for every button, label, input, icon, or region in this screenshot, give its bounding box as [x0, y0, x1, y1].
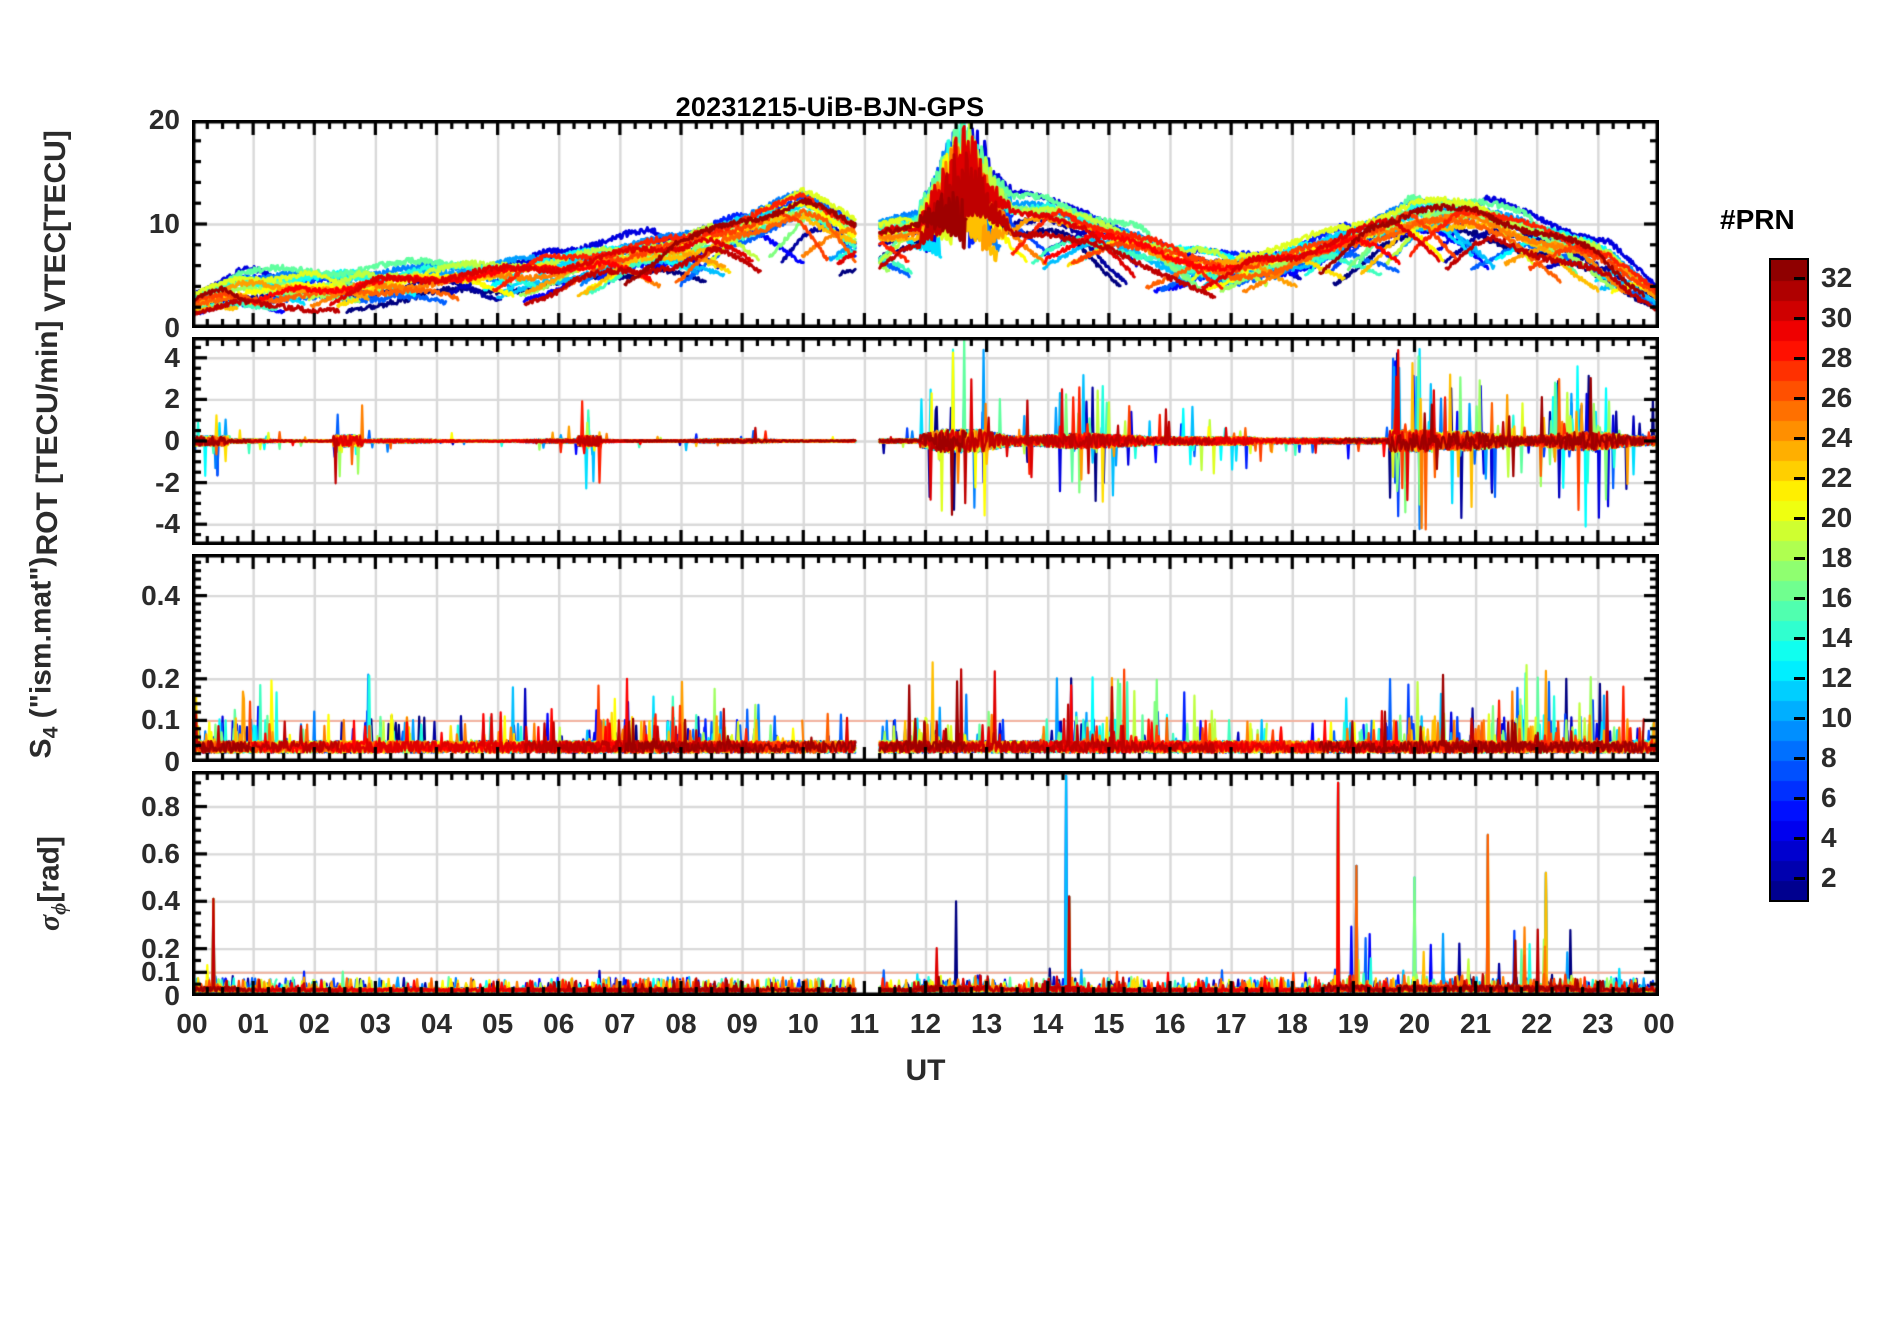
colorbar-tick-label-5: 22	[1821, 462, 1853, 493]
plot-panel-s4	[192, 554, 1659, 762]
plot-panel-rot	[192, 337, 1659, 545]
x-tick-23: 23	[1582, 1008, 1614, 1039]
x-tick-2: 02	[298, 1008, 330, 1039]
colorbar-tick-mark-14	[1794, 836, 1805, 840]
y-tick-rot-2: 0	[164, 425, 180, 456]
colorbar-tick-label-4: 24	[1821, 422, 1853, 453]
x-tick-8: 08	[665, 1008, 697, 1039]
colorbar-tick-mark-6	[1794, 516, 1805, 520]
x-tick-18: 18	[1276, 1008, 1308, 1039]
x-tick-13: 13	[971, 1008, 1003, 1039]
y-tick-sigma_phi-4: 0.6	[141, 837, 180, 869]
colorbar-title: #PRN	[1720, 204, 1795, 235]
y-tick-sigma_phi-5: 0.8	[141, 790, 180, 822]
colorbar-tick-mark-8	[1794, 596, 1805, 600]
colorbar-tick-label-3: 26	[1821, 382, 1853, 413]
colorbar-tick-mark-9	[1794, 636, 1805, 640]
x-tick-6: 06	[543, 1008, 575, 1039]
x-tick-7: 07	[604, 1008, 636, 1039]
colorbar-tick-label-11: 10	[1821, 702, 1853, 733]
colorbar-tick-mark-5	[1794, 476, 1805, 480]
plot-panel-sigma_phi	[192, 771, 1659, 996]
x-tick-11: 11	[849, 1008, 880, 1039]
y-tick-sigma_phi-2: 0.2	[141, 932, 180, 964]
colorbar-tick-label-14: 4	[1821, 822, 1837, 853]
x-tick-10: 10	[787, 1008, 819, 1039]
colorbar-tick-mark-0	[1794, 276, 1805, 280]
colorbar-tick-label-6: 20	[1821, 502, 1853, 533]
colorbar-tick-mark-12	[1794, 756, 1805, 760]
x-tick-4: 04	[420, 1008, 453, 1039]
colorbar-tick-label-9: 14	[1821, 622, 1853, 653]
x-tick-20: 20	[1398, 1008, 1431, 1039]
x-tick-16: 16	[1154, 1008, 1186, 1039]
colorbar-tick-label-0: 32	[1821, 262, 1853, 293]
y-tick-rot-1: -2	[155, 466, 180, 498]
y-tick-sigma_phi-0: 0	[164, 980, 180, 1011]
x-tick-15: 15	[1093, 1008, 1125, 1039]
colorbar-gradient	[1769, 258, 1809, 902]
plot-panel-vtec	[192, 120, 1659, 328]
colorbar-tick-mark-10	[1794, 676, 1805, 680]
colorbar-tick-mark-7	[1794, 556, 1805, 560]
y-tick-rot-4: 4	[164, 341, 180, 373]
x-tick-19: 19	[1337, 1008, 1369, 1039]
y-tick-vtec-0: 0	[164, 312, 180, 343]
colorbar-tick-mark-3	[1794, 396, 1805, 400]
y-tick-rot-0: -4	[155, 508, 180, 540]
figure-title: 20231215-UiB-BJN-GPS	[675, 92, 985, 122]
x-tick-0: 00	[176, 1008, 208, 1039]
colorbar-tick-label-8: 16	[1821, 582, 1853, 613]
colorbar-tick-label-12: 8	[1821, 742, 1837, 773]
y-tick-sigma_phi-1: 0.1	[141, 956, 180, 988]
plot-canvas-rot	[192, 337, 1659, 545]
y-tick-s4-0: 0	[164, 746, 180, 777]
y-tick-s4-3: 0.4	[141, 579, 180, 611]
y-tick-s4-1: 0.1	[141, 704, 180, 736]
y-tick-vtec-1: 10	[148, 208, 180, 239]
x-tick-22: 22	[1521, 1008, 1553, 1039]
y-tick-sigma_phi-3: 0.4	[141, 885, 180, 917]
x-tick-17: 17	[1215, 1008, 1247, 1039]
colorbar-tick-label-13: 6	[1821, 782, 1837, 813]
y-tick-vtec-2: 20	[148, 104, 180, 135]
x-axis-label: UT	[905, 1054, 946, 1087]
colorbar-tick-label-10: 12	[1821, 662, 1853, 693]
colorbar-tick-mark-2	[1794, 356, 1805, 360]
colorbar-tick-label-7: 18	[1821, 542, 1853, 573]
colorbar-tick-mark-13	[1794, 796, 1805, 800]
x-tick-14: 14	[1032, 1008, 1064, 1039]
colorbar-tick-mark-1	[1794, 316, 1805, 320]
x-tick-24: 00	[1643, 1008, 1675, 1039]
colorbar-tick-mark-15	[1794, 876, 1805, 880]
y-tick-rot-3: 2	[164, 383, 180, 415]
x-tick-12: 12	[909, 1008, 942, 1039]
plot-canvas-sigma_phi	[192, 771, 1659, 996]
colorbar-tick-mark-4	[1794, 436, 1805, 440]
colorbar-tick-label-1: 30	[1821, 302, 1853, 333]
x-tick-1: 01	[237, 1008, 269, 1039]
colorbar-tick-label-2: 28	[1821, 342, 1853, 373]
x-tick-5: 05	[482, 1008, 514, 1039]
colorbar-tick-mark-11	[1794, 716, 1805, 720]
colorbar-tick-label-15: 2	[1821, 862, 1837, 893]
plot-canvas-vtec	[192, 120, 1659, 328]
x-tick-21: 21	[1460, 1008, 1492, 1039]
x-tick-3: 03	[359, 1008, 391, 1039]
plot-canvas-s4	[192, 554, 1659, 762]
y-tick-s4-2: 0.2	[141, 662, 180, 694]
x-tick-9: 09	[726, 1008, 758, 1039]
